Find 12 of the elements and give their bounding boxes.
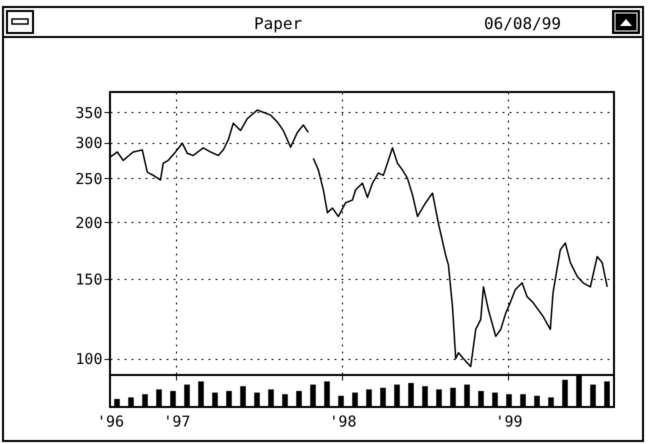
chart-subtitle: 06/08/99 xyxy=(484,14,562,33)
y-tick-label: 150 xyxy=(75,270,102,288)
x-tick-label: '96 xyxy=(96,412,124,430)
x-tick-label: '97 xyxy=(163,412,190,430)
y-tick-label: 350 xyxy=(75,104,102,122)
x-tick-label: '98 xyxy=(329,412,356,430)
y-tick-label: 300 xyxy=(75,134,102,152)
y-tick-label: 200 xyxy=(75,214,102,232)
chart-title: Paper xyxy=(254,14,302,33)
y-tick-label: 100 xyxy=(75,350,102,368)
y-tick-label: 250 xyxy=(75,170,102,188)
x-tick-label: '99 xyxy=(495,412,523,430)
